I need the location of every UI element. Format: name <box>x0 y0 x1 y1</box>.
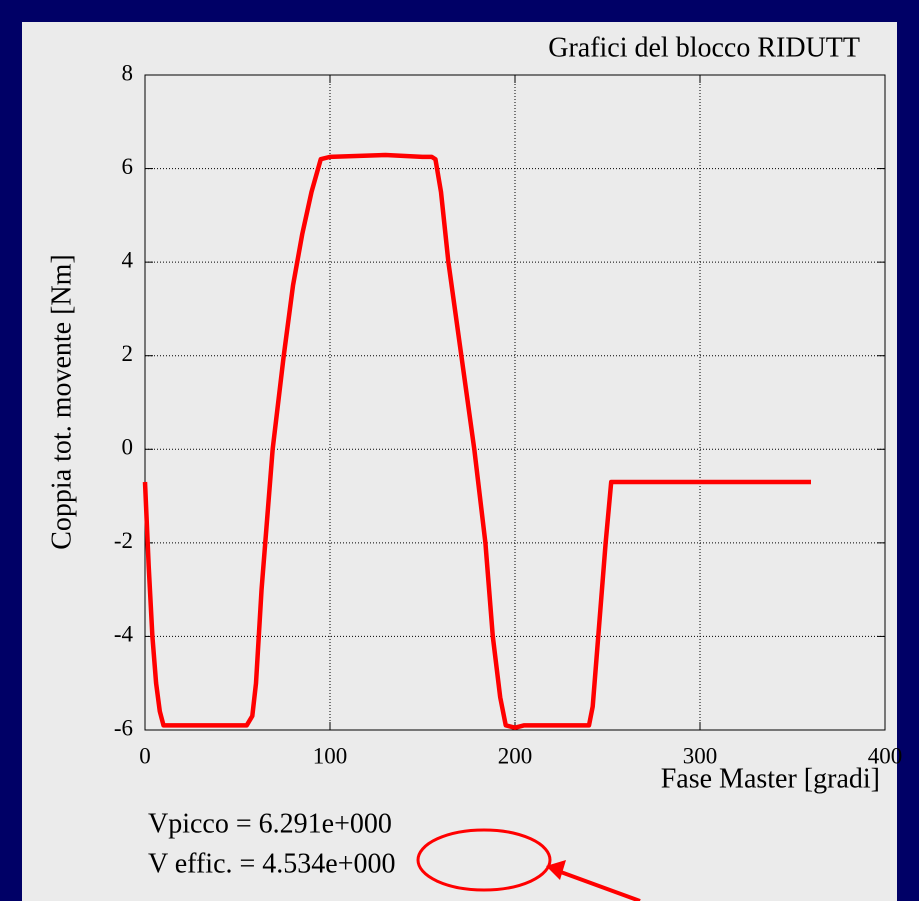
y-tick-label: -2 <box>114 528 133 553</box>
y-tick-label: 0 <box>122 435 134 460</box>
y-tick-label: 4 <box>122 247 134 272</box>
y-tick-label: 6 <box>122 154 134 179</box>
plot-frame <box>144 74 886 731</box>
highlight-ellipse <box>416 828 552 892</box>
y-tick-label: 2 <box>122 341 134 366</box>
chart-title: Grafici del blocco RIDUTT <box>548 32 860 63</box>
x-tick-label: 400 <box>868 743 903 768</box>
x-axis-label: Fase Master [gradi] <box>661 763 880 794</box>
annotation: Vpicco = 6.291e+000 <box>148 808 392 839</box>
x-tick-label: 200 <box>498 743 533 768</box>
y-tick-label: -6 <box>114 715 133 740</box>
x-tick-label: 0 <box>139 743 151 768</box>
annotation: V effic. = 4.534e+000 <box>148 848 396 879</box>
y-tick-label: -4 <box>114 622 134 647</box>
arrow-shaft <box>557 869 641 901</box>
y-tick-label: 8 <box>122 60 134 85</box>
data-line <box>142 152 811 730</box>
x-tick-label: 100 <box>313 743 348 768</box>
y-axis-label: Coppia tot. movente [Nm] <box>46 254 77 550</box>
arrow-head <box>546 860 566 880</box>
x-tick-label: 300 <box>683 743 718 768</box>
